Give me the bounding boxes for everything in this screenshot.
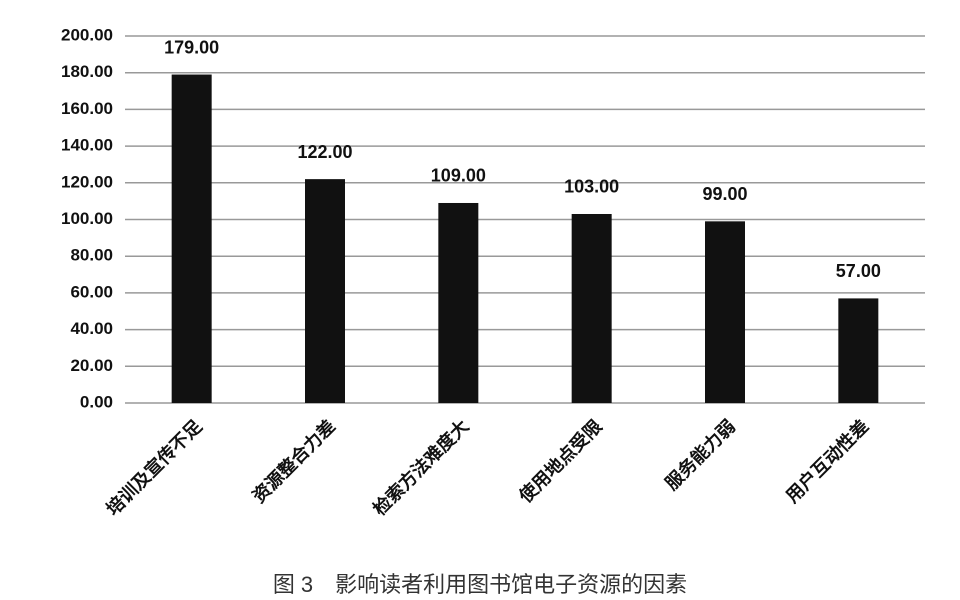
value-label: 122.00 bbox=[297, 142, 352, 162]
y-tick-label: 200.00 bbox=[61, 25, 113, 44]
value-label: 57.00 bbox=[836, 261, 881, 281]
y-tick-label: 0.00 bbox=[80, 392, 113, 411]
bar bbox=[305, 179, 345, 403]
value-label: 179.00 bbox=[164, 37, 219, 57]
value-label: 109.00 bbox=[431, 166, 486, 186]
y-tick-label: 180.00 bbox=[61, 62, 113, 81]
bar bbox=[705, 221, 745, 403]
y-tick-label: 120.00 bbox=[61, 172, 113, 191]
chart-title: 图 3 影响读者利用图书馆电子资源的因素 bbox=[273, 572, 687, 597]
y-tick-label: 80.00 bbox=[70, 246, 113, 265]
y-tick-label: 60.00 bbox=[70, 282, 113, 301]
y-tick-label: 140.00 bbox=[61, 136, 113, 155]
bar bbox=[438, 202, 479, 403]
bar bbox=[838, 298, 879, 403]
value-label: 99.00 bbox=[702, 184, 747, 204]
y-tick-label: 20.00 bbox=[70, 356, 113, 375]
x-tick-label: 检索方法难度大 bbox=[369, 415, 473, 519]
bar bbox=[171, 74, 212, 403]
x-tick-label: 资源整合力差 bbox=[248, 415, 339, 506]
bar bbox=[571, 213, 612, 403]
value-label: 103.00 bbox=[564, 177, 619, 197]
x-tick-label: 培训及宣传不足 bbox=[102, 415, 206, 519]
x-tick-label: 使用地点受限 bbox=[514, 415, 607, 508]
x-tick-label: 服务能力弱 bbox=[661, 415, 739, 493]
y-tick-label: 160.00 bbox=[61, 99, 113, 118]
x-tick-label: 用户互动性差 bbox=[781, 415, 872, 506]
y-tick-label: 40.00 bbox=[70, 319, 113, 338]
y-tick-label: 100.00 bbox=[61, 209, 113, 228]
